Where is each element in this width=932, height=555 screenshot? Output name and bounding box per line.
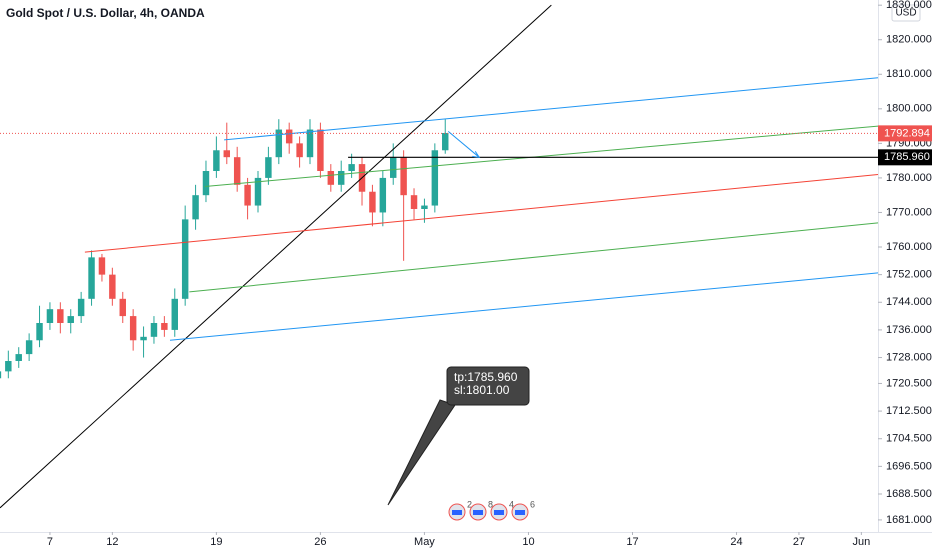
y-tick-label: 1704.500 bbox=[886, 433, 932, 445]
candle-body bbox=[67, 316, 74, 323]
y-tick-label: 1780.000 bbox=[886, 172, 932, 184]
candle-body bbox=[129, 316, 137, 341]
event-count: 8 bbox=[488, 499, 493, 509]
y-tick-label: 1712.500 bbox=[886, 405, 932, 417]
x-tick-label: 10 bbox=[522, 536, 534, 548]
candle-body bbox=[254, 177, 262, 206]
trend-line bbox=[224, 77, 879, 141]
projection-arrow bbox=[447, 130, 481, 158]
candle-body bbox=[327, 171, 335, 185]
y-tick-label: 1744.000 bbox=[886, 296, 932, 308]
candle-body bbox=[171, 298, 178, 330]
y-tick-label: 1830.000 bbox=[886, 0, 932, 11]
x-tick-label: 19 bbox=[210, 536, 222, 548]
y-tick-label: 1810.000 bbox=[886, 68, 932, 80]
candle-body bbox=[317, 129, 324, 171]
trend-line bbox=[169, 272, 879, 341]
y-tick-label: 1681.000 bbox=[886, 514, 932, 526]
event-count: 4 bbox=[509, 499, 514, 509]
x-tick-label: May bbox=[414, 536, 435, 548]
y-tick-label: 1728.000 bbox=[886, 351, 932, 363]
candle-body bbox=[109, 274, 116, 299]
x-tick-label: 24 bbox=[730, 536, 742, 548]
candle-body bbox=[390, 157, 397, 178]
candle-body bbox=[88, 257, 95, 299]
candle-body bbox=[296, 143, 303, 158]
event-count: 6 bbox=[530, 499, 535, 509]
candle-body bbox=[36, 323, 43, 341]
plot bbox=[0, 4, 879, 509]
candle-body bbox=[265, 157, 272, 178]
currency-box bbox=[891, 4, 921, 22]
candle-body bbox=[421, 205, 428, 209]
callout-text: sl:1801.00 bbox=[454, 383, 510, 397]
event-flag bbox=[515, 510, 525, 515]
target-label: 1785.960 bbox=[884, 151, 930, 163]
x-tick-label: 12 bbox=[106, 536, 118, 548]
candle-body bbox=[400, 157, 407, 196]
x-tick-label: 27 bbox=[793, 536, 805, 548]
event-flag bbox=[494, 510, 504, 515]
candle-body bbox=[5, 361, 12, 372]
candle-body bbox=[140, 336, 147, 341]
candle-body bbox=[244, 184, 251, 206]
candle-body bbox=[369, 191, 376, 213]
y-tick-label: 1820.000 bbox=[886, 34, 932, 46]
y-tick-label: 1720.500 bbox=[886, 377, 932, 389]
trend-line bbox=[204, 125, 879, 188]
target-label-bg bbox=[878, 149, 932, 166]
candle-body bbox=[306, 129, 314, 158]
candle-body bbox=[348, 164, 355, 171]
trend-line bbox=[0, 4, 552, 509]
candle-body bbox=[431, 150, 439, 206]
candle-body bbox=[285, 129, 293, 144]
candle-body bbox=[15, 354, 22, 361]
candle-body bbox=[337, 171, 345, 185]
candle-body bbox=[119, 298, 126, 317]
callout-text: tp:1785.960 bbox=[454, 370, 518, 384]
candle-body bbox=[161, 323, 168, 330]
y-tick-label: 1770.000 bbox=[886, 206, 932, 218]
trend-line bbox=[189, 222, 879, 293]
candle-body bbox=[77, 298, 85, 317]
y-tick-label: 1760.000 bbox=[886, 241, 932, 253]
event-flag bbox=[452, 510, 462, 515]
y-tick-label: 1736.000 bbox=[886, 324, 932, 336]
candle-body bbox=[57, 309, 64, 323]
x-tick-label: 17 bbox=[626, 536, 638, 548]
y-tick-label: 1688.500 bbox=[886, 488, 932, 500]
candle-body bbox=[0, 371, 2, 379]
x-tick-label: Jun bbox=[852, 536, 870, 548]
trend-line bbox=[84, 173, 879, 253]
candle-body bbox=[223, 150, 231, 158]
candle-body bbox=[25, 340, 33, 355]
candle-body bbox=[202, 171, 210, 196]
x-tick-label: 26 bbox=[314, 536, 326, 548]
callout-box bbox=[446, 366, 530, 406]
candle-body bbox=[150, 323, 158, 337]
candle-body bbox=[213, 150, 220, 171]
candle-body bbox=[275, 129, 283, 158]
y-tick-label: 1800.000 bbox=[886, 103, 932, 115]
candle-body bbox=[98, 257, 106, 275]
candle-body bbox=[46, 309, 54, 323]
chart-title: Gold Spot / U.S. Dollar, 4h, OANDA bbox=[6, 6, 205, 20]
y-tick-label: 1752.000 bbox=[886, 269, 932, 281]
candle-body bbox=[410, 195, 418, 209]
current-price-label: 1792.894 bbox=[884, 127, 930, 139]
current-price-label-bg bbox=[878, 125, 932, 142]
event-flag bbox=[473, 510, 483, 515]
candle-body bbox=[442, 133, 449, 151]
x-tick-label: 7 bbox=[47, 536, 53, 548]
currency: USD bbox=[895, 8, 916, 19]
candle-body bbox=[181, 219, 189, 299]
event-count: 2 bbox=[467, 499, 472, 509]
candle-body bbox=[192, 195, 199, 220]
candle-body bbox=[379, 177, 387, 213]
candle-body bbox=[233, 157, 241, 185]
y-tick-label: 1696.500 bbox=[886, 460, 932, 472]
